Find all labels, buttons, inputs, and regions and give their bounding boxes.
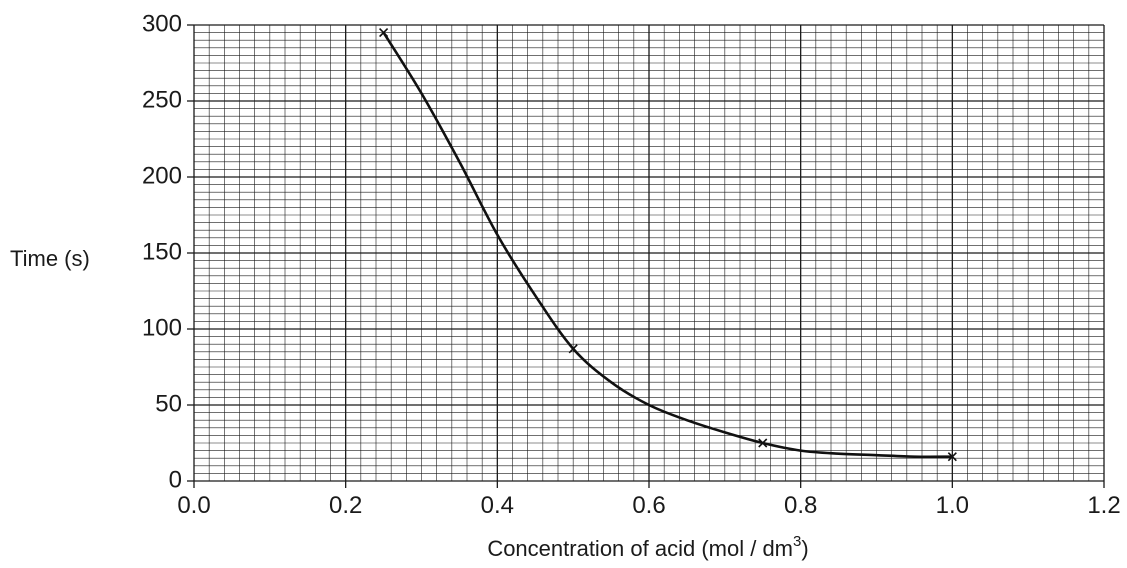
x-axis-title-close: ) bbox=[801, 536, 808, 561]
y-tick-label: 50 bbox=[155, 390, 182, 417]
x-tick-label: 0.4 bbox=[481, 492, 514, 519]
y-tick-label: 300 bbox=[142, 10, 182, 37]
x-axis-title-main: Concentration of acid (mol / dm bbox=[487, 536, 793, 561]
x-axis-tick-labels: 0.0 0.2 0.4 0.6 0.8 1.0 1.2 bbox=[177, 492, 1120, 519]
data-curve bbox=[382, 31, 953, 459]
data-point-stroke bbox=[568, 344, 578, 354]
data-point-stroke bbox=[947, 452, 957, 462]
y-axis-tick-labels: 0 50 100 150 200 250 300 bbox=[142, 10, 182, 493]
major-gridlines bbox=[187, 24, 1105, 488]
data-point-stroke bbox=[379, 28, 389, 38]
x-tick-label: 0.2 bbox=[329, 492, 362, 519]
data-point-markers bbox=[379, 28, 957, 462]
data-point bbox=[379, 28, 389, 38]
data-point-stroke bbox=[758, 438, 768, 448]
y-tick-label: 200 bbox=[142, 162, 182, 189]
x-tick-label: 0.0 bbox=[177, 492, 210, 519]
x-tick-label: 0.6 bbox=[632, 492, 665, 519]
data-point bbox=[758, 438, 768, 448]
data-point bbox=[568, 344, 578, 354]
y-tick-label: 250 bbox=[142, 86, 182, 113]
data-point bbox=[947, 452, 957, 462]
y-axis-title: Time (s) bbox=[10, 246, 90, 271]
x-tick-label: 1.2 bbox=[1087, 492, 1120, 519]
y-tick-label: 100 bbox=[142, 314, 182, 341]
x-tick-label: 0.8 bbox=[784, 492, 817, 519]
y-tick-label: 150 bbox=[142, 238, 182, 265]
y-tick-label: 0 bbox=[169, 466, 182, 493]
x-axis-title: Concentration of acid (mol / dm3) bbox=[487, 533, 808, 561]
x-tick-label: 1.0 bbox=[936, 492, 969, 519]
x-axis-title-superscript: 3 bbox=[793, 533, 801, 550]
